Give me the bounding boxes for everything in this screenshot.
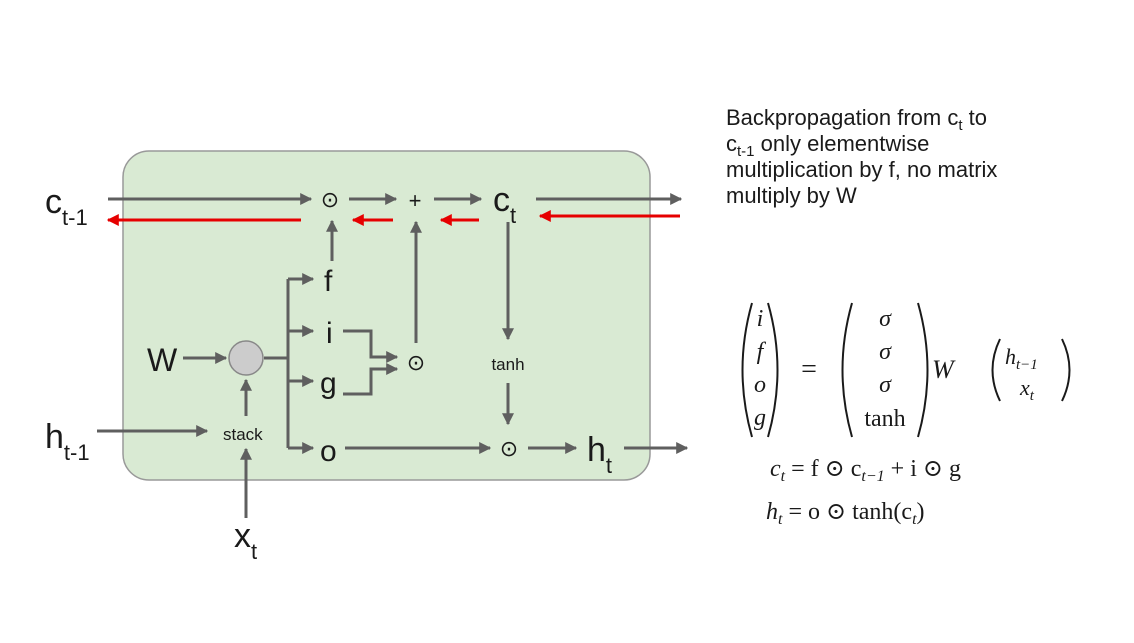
label-h-prev: ht-1 — [45, 418, 90, 465]
label-input-gate: i — [326, 317, 333, 350]
paren-inputs-left — [991, 338, 1001, 402]
backprop-explanation: Backpropagation from ct to ct-1 only elem… — [726, 105, 1086, 209]
gate-equation: i f o g = σ σ σ tanh W ht−1 xt — [741, 302, 1071, 438]
lstm-cell-box — [122, 150, 651, 481]
activation-1: σ — [879, 306, 892, 332]
label-forget-gate: f — [324, 265, 333, 298]
activation-4: tanh — [864, 406, 905, 432]
explanation-line-3: multiplication by f, no matrix — [726, 157, 998, 182]
activation-2: σ — [879, 339, 892, 365]
weight-w: W — [932, 355, 956, 384]
gate-o: o — [754, 372, 766, 398]
label-output-mult: ⊙ — [500, 436, 518, 461]
input-h-prev: ht−1 — [1005, 344, 1038, 373]
cell-state-equation: ct = f ⊙ ct−1 + i ⊙ g — [770, 456, 961, 485]
arrow-g-to-input-mult — [343, 363, 399, 396]
paren-activations-right — [917, 302, 929, 438]
paren-inputs-right — [1061, 338, 1071, 402]
explanation-line-1: Backpropagation from ct to — [726, 105, 987, 134]
label-x-t: xt — [234, 517, 257, 564]
label-c-t: ct — [493, 181, 516, 228]
arrow-i-to-input-mult — [343, 329, 399, 363]
paren-activations-left — [841, 302, 853, 438]
label-forget-mult: ⊙ — [321, 187, 339, 212]
backprop-arrows — [106, 210, 680, 226]
label-gate-g: g — [320, 367, 337, 400]
explanation-line-4: multiply by W — [726, 183, 857, 208]
explanation-line-2: ct-1 only elementwise — [726, 131, 930, 160]
paren-gates-right — [767, 302, 779, 438]
activation-3: σ — [879, 372, 892, 398]
forward-arrows — [97, 193, 689, 518]
gate-i: i — [757, 306, 764, 332]
input-x: xt — [1019, 375, 1035, 404]
equals-sign: = — [801, 354, 817, 385]
label-plus: + — [409, 188, 422, 213]
gate-f: f — [757, 339, 767, 365]
gate-g: g — [754, 405, 766, 431]
label-input-mult: ⊙ — [407, 350, 425, 375]
label-tanh: tanh — [491, 355, 524, 374]
label-output-gate: o — [320, 435, 337, 468]
hidden-state-equation: ht = o ⊙ tanh(ct) — [766, 499, 925, 528]
label-stack: stack — [223, 425, 263, 444]
label-c-prev: ct-1 — [45, 183, 88, 230]
paren-gates-left — [741, 302, 753, 438]
label-h-t: ht — [587, 431, 612, 478]
label-w: W — [147, 342, 178, 378]
branch-trunk — [264, 279, 290, 448]
stack-node — [228, 340, 264, 376]
